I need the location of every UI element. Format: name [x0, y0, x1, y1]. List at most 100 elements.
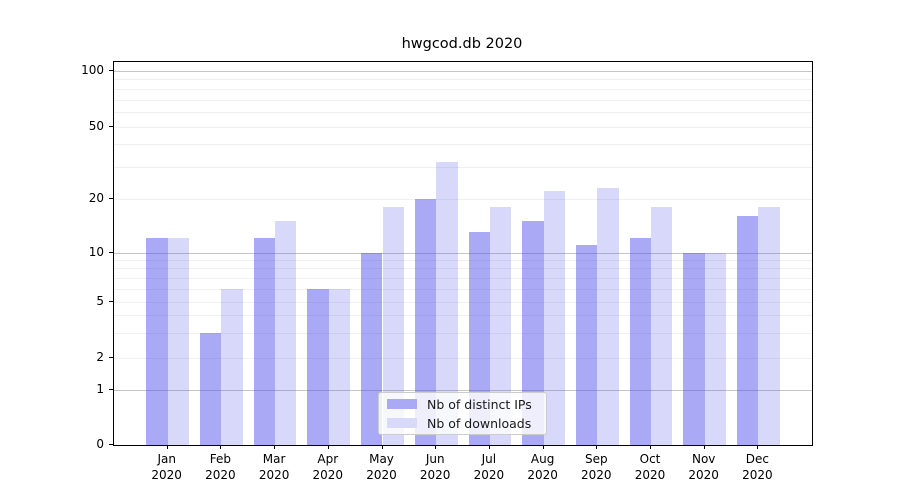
gridline-major: [114, 390, 812, 391]
y-tick-mark: [109, 198, 113, 199]
bar-distinct-ips-aug: [522, 221, 544, 445]
gridline-minor: [114, 288, 812, 290]
gridline-minor: [114, 88, 812, 90]
x-tick-label-may: May 2020: [355, 451, 409, 483]
y-tick-mark: [109, 70, 113, 71]
y-tick-label: 100: [81, 63, 104, 77]
x-tick-year: 2020: [742, 468, 773, 482]
x-tick-mark: [435, 445, 437, 449]
bar-distinct-ips-may: [361, 252, 383, 445]
bar-distinct-ips-nov: [683, 252, 705, 445]
x-tick-label-apr: Apr 2020: [301, 451, 355, 483]
bar-distinct-ips-dec: [737, 216, 759, 445]
bar-downloads-mar: [275, 221, 297, 445]
x-tick-month: Jun: [425, 452, 445, 466]
bar-distinct-ips-jan: [146, 238, 168, 445]
x-tick-month: Aug: [530, 452, 555, 466]
bar-downloads-may: [382, 207, 404, 445]
x-tick-mark: [650, 445, 651, 449]
x-tick-mark: [166, 445, 168, 449]
x-tick-mark: [381, 445, 383, 449]
x-tick-label-oct: Oct 2020: [623, 451, 677, 483]
x-tick-label-jun: Jun 2020: [408, 451, 462, 483]
x-tick-month: May: [369, 452, 394, 466]
x-tick-mark: [327, 445, 329, 449]
x-tick-mark: [757, 445, 759, 449]
bar-downloads-jan: [167, 238, 190, 445]
y-tick-label: 1: [96, 382, 104, 396]
y-tick-label: 20: [88, 191, 104, 205]
gridline-minor: [114, 332, 812, 334]
x-tick-year: 2020: [688, 468, 719, 482]
y-tick-mark: [109, 444, 113, 445]
bar-distinct-ips-sep: [575, 245, 598, 445]
gridline-minor: [114, 315, 812, 317]
gridline-minor: [114, 358, 812, 359]
bar-downloads-apr: [328, 288, 351, 445]
y-tick-label: 50: [88, 118, 104, 133]
y-tick-mark: [109, 300, 113, 302]
bar-downloads-feb: [221, 288, 243, 445]
gridline-minor: [114, 99, 812, 101]
y-tick-label: 10: [88, 244, 104, 259]
plot-area: [113, 61, 813, 446]
x-tick-label-jan: Jan 2020: [140, 451, 194, 483]
bar-distinct-ips-jul: [468, 232, 490, 445]
bar-distinct-ips-oct: [629, 238, 651, 445]
x-tick-year: 2020: [366, 468, 397, 482]
x-tick-label-feb: Feb 2020: [193, 451, 247, 483]
gridline-minor: [114, 268, 812, 270]
bar-downloads-nov: [704, 252, 727, 445]
x-tick-year: 2020: [419, 468, 451, 482]
x-tick-month: Dec: [745, 452, 769, 466]
gridline-minor: [114, 126, 812, 128]
x-tick-mark: [488, 445, 490, 449]
x-tick-year: 2020: [473, 468, 505, 482]
y-tick-label: 5: [96, 293, 104, 308]
x-tick-mark: [274, 445, 276, 449]
legend-swatch-icon: [387, 399, 417, 409]
y-tick-mark: [109, 125, 113, 127]
x-tick-year: 2020: [581, 468, 612, 482]
bar-downloads-sep: [597, 187, 619, 445]
legend-label: Nb of downloads: [427, 415, 532, 431]
x-tick-mark: [220, 445, 222, 449]
x-tick-year: 2020: [205, 468, 236, 482]
bar-distinct-ips-mar: [253, 238, 276, 445]
x-tick-label-nov: Nov 2020: [677, 451, 731, 483]
legend-item: Nb of distinct IPs: [387, 397, 538, 412]
x-tick-label-dec: Dec 2020: [730, 451, 784, 483]
legend-item: Nb of downloads: [387, 416, 538, 431]
x-tick-year: 2020: [634, 468, 666, 482]
gridline-minor: [114, 277, 812, 279]
y-tick-label: 0: [96, 437, 104, 451]
bar-downloads-oct: [651, 207, 673, 445]
gridline-minor: [114, 301, 812, 303]
x-tick-label-aug: Aug 2020: [516, 451, 570, 483]
gridline-minor: [114, 111, 812, 113]
x-tick-year: 2020: [151, 468, 182, 482]
x-tick-mark: [596, 445, 598, 449]
gridline-major: [114, 252, 812, 254]
x-tick-month: Jan: [157, 452, 176, 466]
x-tick-mark: [703, 445, 705, 449]
bar-distinct-ips-apr: [307, 288, 329, 445]
bar-distinct-ips-jun: [414, 199, 437, 445]
x-tick-year: 2020: [258, 468, 290, 482]
x-tick-label-mar: Mar 2020: [247, 451, 301, 483]
x-tick-month: Mar: [262, 452, 286, 466]
bar-downloads-jul: [489, 207, 512, 445]
legend-label: Nb of distinct IPs: [427, 396, 532, 412]
x-tick-label-jul: Jul 2020: [462, 451, 516, 483]
x-tick-month: Oct: [639, 452, 661, 466]
y-tick-label: 2: [96, 350, 104, 364]
bar-downloads-aug: [543, 191, 565, 445]
gridline-minor: [114, 79, 812, 81]
legend: Nb of distinct IPs Nb of downloads: [378, 392, 547, 435]
x-tick-month: Nov: [691, 452, 716, 466]
x-tick-label-sep: Sep 2020: [569, 451, 623, 483]
bar-distinct-ips-feb: [200, 333, 222, 445]
x-tick-year: 2020: [527, 468, 558, 482]
bar-downloads-jun: [436, 161, 458, 445]
